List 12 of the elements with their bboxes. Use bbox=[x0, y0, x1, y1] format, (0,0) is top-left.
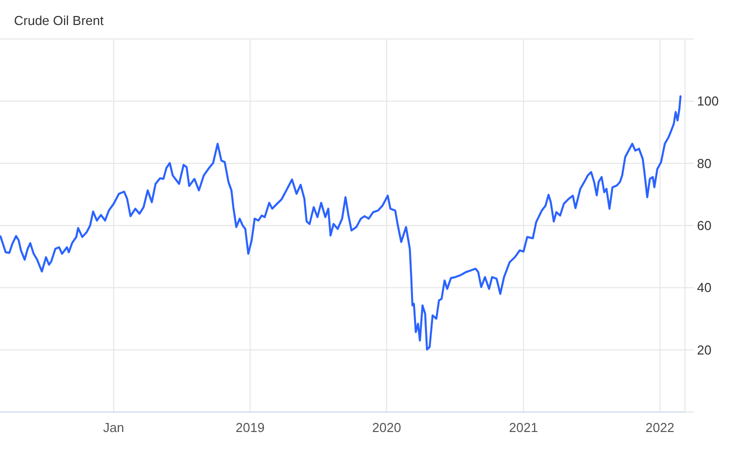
x-tick-label: 2020 bbox=[372, 420, 402, 435]
y-tick-label: 60 bbox=[697, 218, 712, 233]
x-tick-label: 2021 bbox=[509, 420, 538, 435]
y-tick-label: 80 bbox=[697, 156, 712, 171]
x-tick-label: Jan bbox=[103, 420, 124, 435]
y-tick-label: 40 bbox=[697, 280, 712, 296]
chart-title: Crude Oil Brent bbox=[14, 13, 104, 28]
x-tick-label: 2019 bbox=[236, 420, 265, 435]
y-tick-label: 20 bbox=[697, 342, 712, 358]
x-tick-label: 2022 bbox=[645, 420, 674, 435]
y-tick-label: 100 bbox=[697, 94, 719, 109]
line-series bbox=[0, 95, 682, 351]
